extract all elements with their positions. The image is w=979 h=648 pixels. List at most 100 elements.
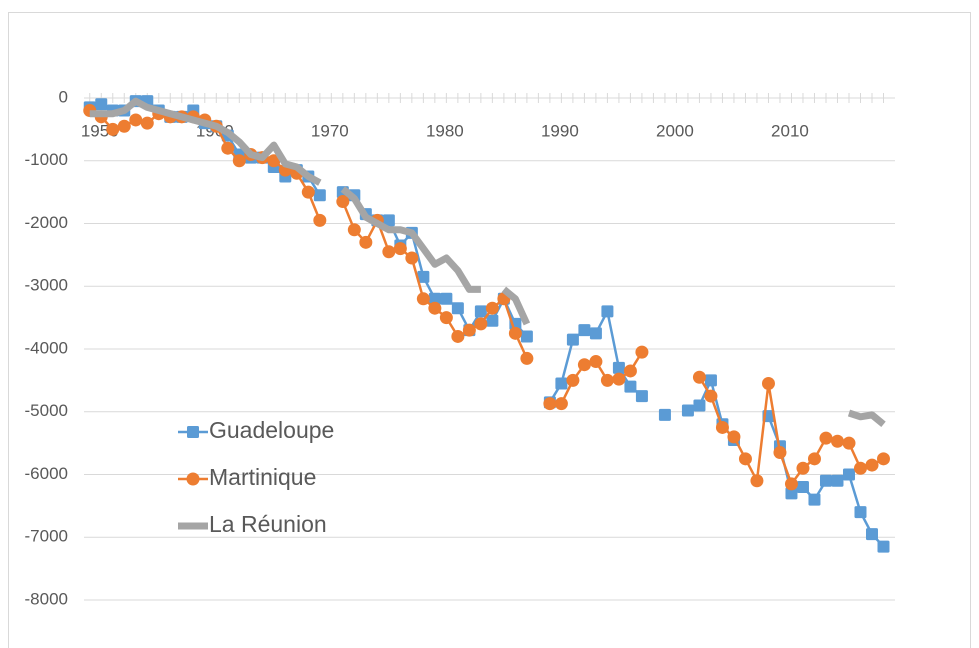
point: [807, 452, 821, 466]
legend-marker: [186, 472, 200, 486]
point: [554, 397, 568, 411]
point: [440, 292, 453, 305]
point: [520, 330, 533, 343]
point: [853, 461, 867, 475]
point: [336, 195, 350, 209]
point: [704, 389, 718, 403]
point: [624, 380, 637, 393]
point: [612, 361, 625, 374]
point: [830, 434, 844, 448]
point: [439, 311, 453, 325]
point: [635, 345, 649, 359]
x-tick-label: 2010: [771, 121, 809, 140]
point: [474, 305, 487, 318]
y-tick-label: -8000: [25, 589, 68, 608]
point: [876, 452, 890, 466]
point: [221, 141, 235, 155]
legend-label: La Réunion: [209, 511, 327, 537]
point: [808, 493, 821, 506]
point: [831, 474, 844, 487]
x-tick-label: 2000: [656, 121, 694, 140]
point: [785, 487, 798, 500]
point: [877, 540, 890, 553]
series-line: [340, 186, 481, 293]
point: [578, 324, 591, 337]
point: [704, 374, 717, 387]
point: [566, 373, 580, 387]
point: [612, 372, 626, 386]
point: [589, 327, 602, 340]
y-tick-label: -2000: [25, 213, 68, 232]
point: [382, 245, 396, 259]
point: [601, 305, 614, 318]
point: [865, 528, 878, 541]
point: [117, 119, 131, 133]
point: [451, 302, 464, 315]
point: [106, 122, 120, 136]
point: [819, 431, 833, 445]
point: [313, 189, 326, 202]
point: [796, 481, 809, 494]
point: [600, 373, 614, 387]
y-tick-label: -3000: [25, 276, 68, 295]
series-line: [89, 97, 322, 186]
point: [623, 364, 637, 378]
y-tick-label: -7000: [25, 527, 68, 546]
y-tick-label: -1000: [25, 150, 68, 169]
x-tick-label: 1980: [426, 121, 464, 140]
point: [416, 292, 430, 306]
legend-label: Guadeloupe: [209, 417, 334, 443]
point: [773, 446, 787, 460]
legend-label: Martinique: [209, 464, 316, 490]
point: [566, 333, 579, 346]
point: [715, 420, 729, 434]
point: [508, 326, 522, 340]
point: [428, 301, 442, 315]
point: [428, 292, 441, 305]
point: [232, 154, 246, 168]
point: [462, 323, 476, 337]
point: [750, 474, 764, 488]
series-line: [341, 201, 529, 359]
point: [543, 397, 557, 411]
series-line: [501, 286, 531, 326]
point: [140, 116, 154, 130]
point: [95, 98, 108, 111]
point: [555, 377, 568, 390]
point: [681, 404, 694, 417]
point: [589, 355, 603, 369]
point: [129, 113, 143, 127]
point: [577, 358, 591, 372]
point: [738, 452, 752, 466]
point: [520, 351, 534, 365]
y-tick-label: -4000: [25, 338, 68, 357]
point: [486, 314, 499, 327]
y-tick-label: -6000: [25, 464, 68, 483]
point: [819, 474, 832, 487]
point: [313, 213, 327, 227]
point: [854, 506, 867, 519]
point: [842, 436, 856, 450]
point: [693, 399, 706, 412]
point: [658, 408, 671, 421]
point: [417, 270, 430, 283]
point: [761, 377, 775, 391]
point: [405, 251, 419, 265]
point: [382, 214, 395, 227]
y-tick-label: -5000: [25, 401, 68, 420]
chart-border: [8, 12, 971, 648]
point: [796, 461, 810, 475]
point: [865, 458, 879, 472]
point: [267, 154, 281, 168]
series-line: [847, 409, 886, 428]
point: [635, 390, 648, 403]
y-tick-label: 0: [59, 87, 68, 106]
point: [301, 185, 315, 199]
point: [393, 242, 407, 256]
point: [842, 468, 855, 481]
point: [474, 317, 488, 331]
point: [784, 477, 798, 491]
point: [485, 301, 499, 315]
legend-marker: [187, 426, 199, 438]
